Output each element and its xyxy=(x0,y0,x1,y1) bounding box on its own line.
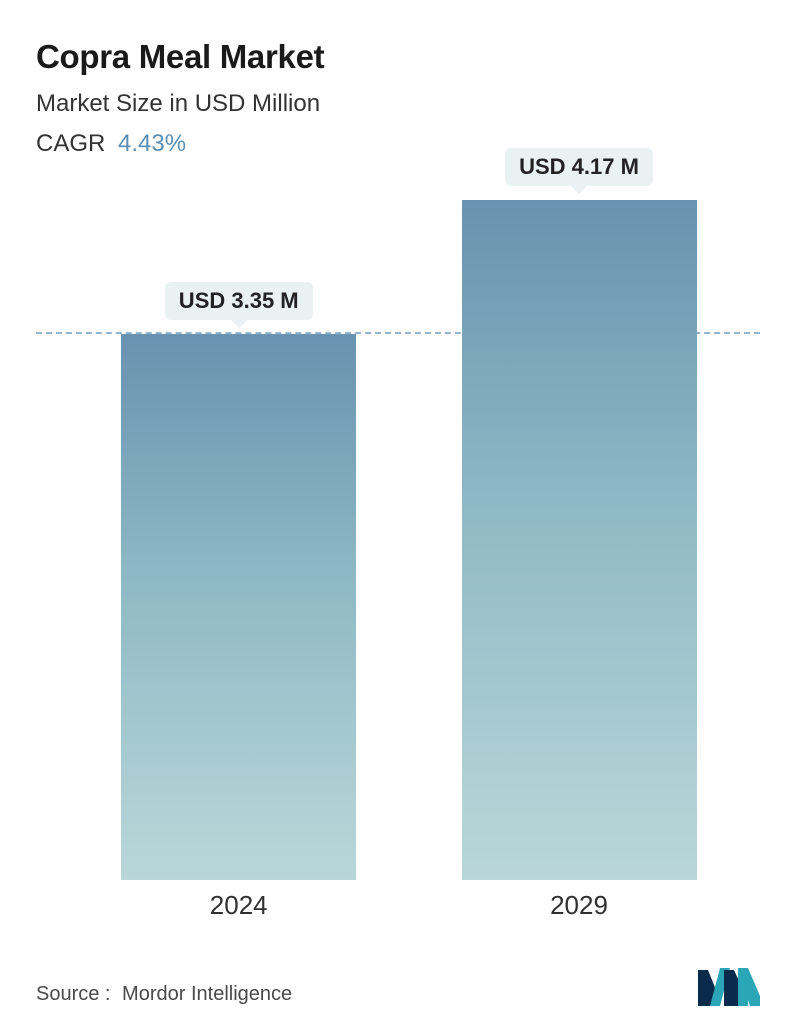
chart-subtitle: Market Size in USD Million xyxy=(36,90,760,118)
cagr-value: 4.43% xyxy=(118,130,186,157)
x-axis-labels: 2024 2029 xyxy=(36,890,760,930)
bar-2029 xyxy=(462,200,697,880)
footer: Source : Mordor Intelligence xyxy=(36,962,760,1006)
xlabel-2029: 2029 xyxy=(550,890,608,921)
source: Source : Mordor Intelligence xyxy=(36,983,292,1006)
cagr-label: CAGR xyxy=(36,130,105,157)
value-badge-2029: USD 4.17 M xyxy=(505,148,653,186)
value-badge-2024: USD 3.35 M xyxy=(165,282,313,320)
xlabel-2024: 2024 xyxy=(210,890,268,921)
source-name: Mordor Intelligence xyxy=(122,983,292,1005)
mordor-logo-icon xyxy=(698,962,760,1006)
source-label: Source : xyxy=(36,983,110,1005)
chart-area: USD 3.35 M USD 4.17 M xyxy=(36,200,760,880)
chart-title: Copra Meal Market xyxy=(36,38,760,76)
bar-2024 xyxy=(121,334,356,880)
chart-card: Copra Meal Market Market Size in USD Mil… xyxy=(0,0,796,1034)
